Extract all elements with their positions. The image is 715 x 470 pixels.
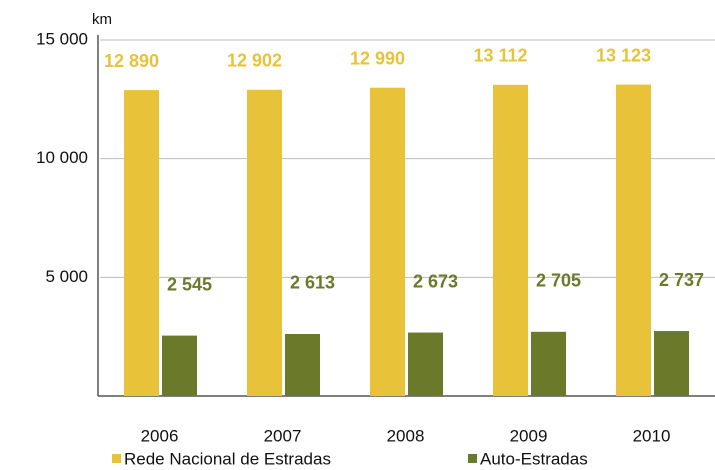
value-label: 12 902 <box>227 51 282 71</box>
legend-swatch <box>468 454 477 463</box>
bar <box>531 331 566 396</box>
bar <box>162 335 197 396</box>
value-label: 13 112 <box>473 46 527 66</box>
y-tick-label: 15 000 <box>36 29 88 48</box>
value-label: 13 123 <box>596 45 651 65</box>
value-label: 2 737 <box>659 270 704 290</box>
y-tick-label: 5 000 <box>45 267 88 286</box>
x-tick-label: 2009 <box>510 426 548 445</box>
bar <box>124 90 159 396</box>
bar <box>493 84 528 396</box>
y-axis-label: km <box>92 11 112 28</box>
y-tick-label: 10 000 <box>36 148 88 167</box>
value-label: 2 545 <box>167 274 212 294</box>
legend-label: Rede Nacional de Estradas <box>124 449 331 468</box>
value-label: 12 890 <box>104 51 159 71</box>
value-label: 12 990 <box>350 48 405 68</box>
value-label: 2 705 <box>536 271 581 291</box>
bar <box>247 89 282 396</box>
x-tick-label: 2010 <box>633 426 671 445</box>
bar <box>285 333 320 396</box>
bar <box>616 84 651 396</box>
value-label: 2 673 <box>413 271 458 291</box>
bar <box>654 331 689 396</box>
bar <box>370 87 405 396</box>
legend-swatch <box>112 454 121 463</box>
bar <box>408 332 443 396</box>
value-label: 2 613 <box>290 273 335 293</box>
x-tick-label: 2008 <box>387 426 425 445</box>
x-tick-label: 2006 <box>141 426 179 445</box>
x-tick-label: 2007 <box>264 426 302 445</box>
legend-label: Auto-Estradas <box>480 449 588 468</box>
